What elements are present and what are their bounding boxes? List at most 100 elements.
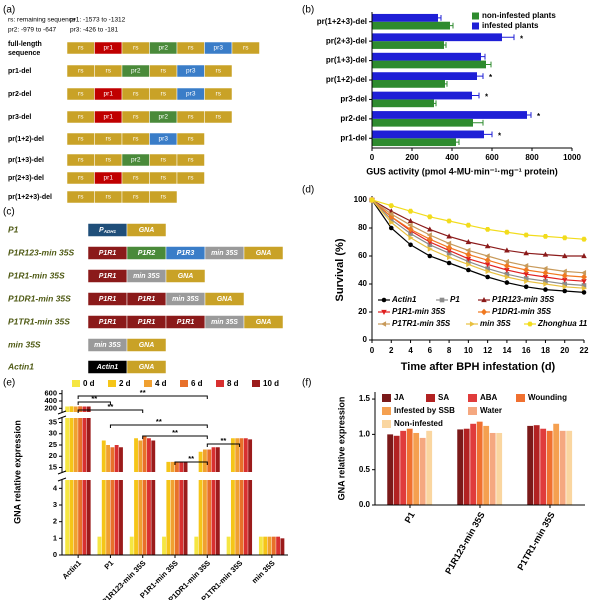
x-tick-label: 2 bbox=[389, 346, 394, 355]
legend-label: Zhonghua 11 bbox=[537, 319, 588, 328]
bar bbox=[559, 430, 566, 505]
x-tick-label: Actin1 bbox=[60, 558, 83, 581]
marker bbox=[542, 274, 549, 280]
bar bbox=[372, 60, 486, 69]
bar bbox=[65, 406, 70, 555]
legend-marker bbox=[527, 321, 533, 327]
bar bbox=[566, 430, 573, 505]
marker bbox=[485, 274, 490, 280]
bar bbox=[372, 41, 444, 49]
segment-label: rs bbox=[188, 157, 194, 164]
legend-swatch bbox=[468, 394, 477, 402]
series-line bbox=[371, 199, 584, 257]
error-bar bbox=[481, 53, 486, 60]
segment bbox=[176, 171, 205, 185]
segment-label: rs bbox=[106, 194, 112, 201]
segment-label: P1R1 bbox=[99, 296, 117, 303]
bar bbox=[179, 461, 184, 555]
marker bbox=[426, 235, 433, 243]
panel-label: (d) bbox=[302, 185, 314, 196]
x-tick-label: P1 bbox=[102, 558, 115, 571]
legend-label: 4 d bbox=[155, 379, 167, 388]
bar bbox=[483, 425, 490, 505]
legend-label: 6 d bbox=[191, 379, 203, 388]
segment-label: rs bbox=[161, 157, 167, 164]
segment-label: pr1 bbox=[104, 45, 114, 52]
row-label: P1 bbox=[8, 224, 19, 234]
legend-marker bbox=[381, 297, 387, 303]
bar bbox=[97, 536, 102, 555]
bar bbox=[243, 438, 248, 555]
error-bar bbox=[486, 61, 492, 68]
row-label: pr1-del bbox=[8, 68, 31, 75]
segment-label-main: P bbox=[99, 227, 104, 234]
segment-label: rs bbox=[188, 136, 194, 143]
panel-label: (f) bbox=[302, 378, 311, 389]
series-line bbox=[371, 199, 585, 293]
legend-text: pr1: -1573 to -1312 bbox=[70, 17, 126, 24]
x-tick-label: min 35S bbox=[250, 558, 277, 585]
annotation: * bbox=[485, 93, 489, 102]
legend-swatch bbox=[180, 380, 188, 387]
segment-label: min 35S bbox=[133, 273, 160, 280]
segment-label: rs bbox=[161, 91, 167, 98]
error-bar bbox=[450, 22, 454, 29]
significance-label: ** bbox=[140, 388, 146, 397]
series-line bbox=[371, 199, 585, 286]
y-tick-label: 1.5 bbox=[359, 394, 371, 403]
segment-label: Actin1 bbox=[96, 364, 119, 371]
row-label: P1R123-min 35S bbox=[8, 247, 74, 257]
legend-label: 2 d bbox=[119, 379, 131, 388]
series-line bbox=[371, 199, 585, 274]
segment-label: rs bbox=[106, 68, 112, 75]
segment-label: rs bbox=[133, 114, 139, 121]
legend-label: min 35S bbox=[480, 319, 511, 328]
marker bbox=[465, 256, 472, 262]
bar bbox=[540, 428, 547, 505]
legend-text: pr3: -426 to -181 bbox=[70, 27, 118, 34]
x-tick-label: 1000 bbox=[563, 153, 581, 162]
panel-label: (b) bbox=[302, 5, 314, 16]
legend-swatch bbox=[108, 380, 116, 387]
bar bbox=[372, 13, 438, 22]
bar bbox=[533, 425, 540, 505]
segment-label: P1R1 bbox=[99, 273, 117, 280]
bar bbox=[406, 428, 413, 505]
segment-label: pr3 bbox=[159, 136, 169, 143]
legend-label: Water bbox=[480, 406, 502, 415]
x-tick-label: P1R123-min 35S bbox=[443, 510, 487, 576]
legend-label: 0 d bbox=[83, 379, 95, 388]
y-tick-label: 80 bbox=[358, 223, 367, 232]
bar bbox=[230, 438, 235, 555]
bar bbox=[211, 447, 216, 555]
y-tick-label: 20 bbox=[358, 307, 367, 316]
legend-swatch bbox=[516, 394, 525, 402]
segment-label: rs bbox=[161, 194, 167, 201]
row-label: pr(1+2)-del bbox=[8, 136, 44, 143]
segment-label: rs bbox=[133, 136, 139, 143]
segment bbox=[126, 360, 167, 374]
panel-label: (a) bbox=[3, 5, 15, 16]
legend-swatch bbox=[216, 380, 224, 387]
bar bbox=[215, 447, 220, 555]
x-tick-label: 8 bbox=[447, 346, 452, 355]
segment-label: P1R1 bbox=[138, 319, 156, 326]
marker bbox=[407, 218, 414, 224]
segment-label: rs bbox=[78, 91, 84, 98]
bar bbox=[372, 130, 484, 139]
segment bbox=[204, 110, 233, 124]
marker bbox=[427, 239, 433, 245]
marker bbox=[484, 227, 491, 232]
bar bbox=[106, 445, 110, 555]
marker bbox=[447, 254, 453, 261]
bar bbox=[372, 80, 445, 88]
legend-swatch bbox=[426, 394, 435, 402]
segment-label: rs bbox=[78, 68, 84, 75]
segment bbox=[176, 132, 205, 146]
row-label: min 35S bbox=[8, 339, 41, 349]
bar bbox=[86, 406, 91, 555]
y-tick-label: pr(1+3)-del bbox=[326, 56, 367, 65]
bar bbox=[194, 536, 199, 555]
x-axis-label: GUS activity (pmol 4-MU·min⁻¹·mg⁻¹ prote… bbox=[366, 166, 558, 176]
row-label: pr(2+3)-del bbox=[8, 175, 44, 182]
